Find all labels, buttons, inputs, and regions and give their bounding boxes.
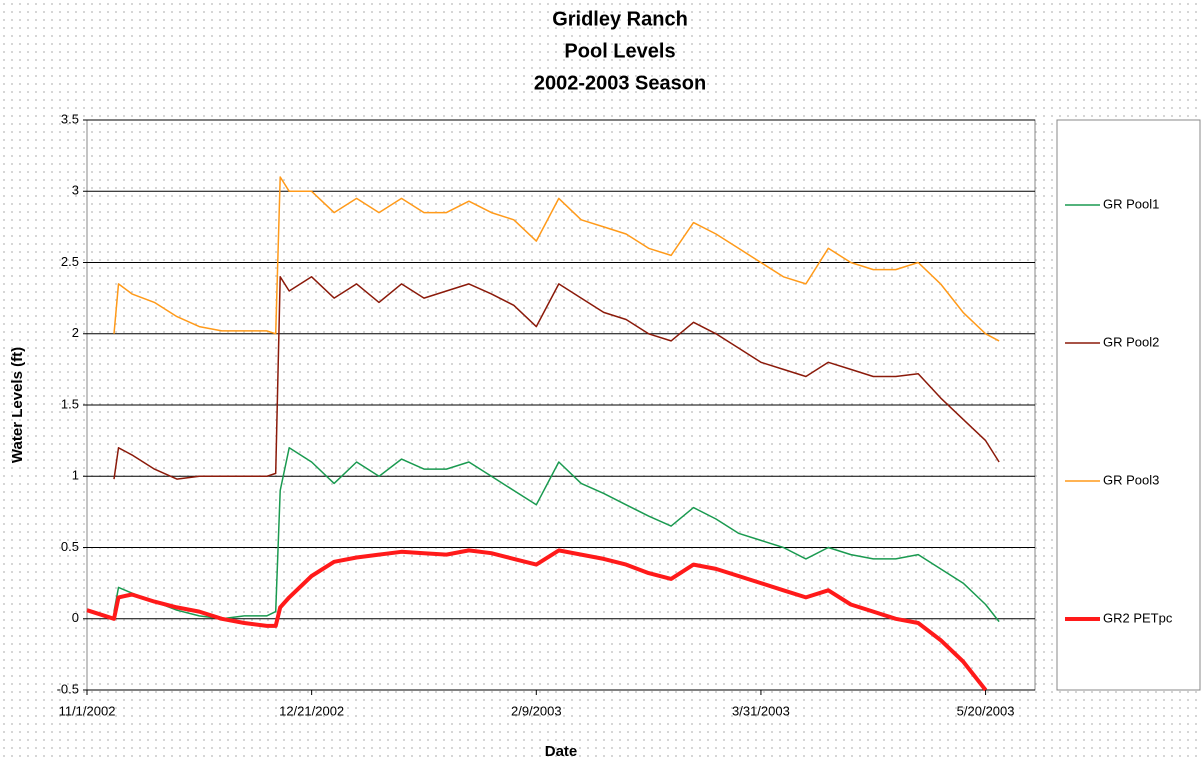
legend-label: GR Pool2 — [1103, 334, 1159, 349]
legend-box — [1056, 119, 1201, 691]
x-tick-label: 12/21/2002 — [279, 703, 344, 718]
y-tick-label: 3.5 — [61, 111, 79, 126]
legend-label: GR2 PETpc — [1103, 610, 1173, 625]
y-tick-label: 2.5 — [61, 254, 79, 269]
series-line — [113, 276, 1000, 480]
chart-title: Pool Levels — [564, 40, 675, 62]
x-tick-label: 3/31/2003 — [732, 703, 790, 718]
legend-label: GR Pool1 — [1103, 196, 1159, 211]
y-tick-label: 3 — [72, 183, 79, 198]
legend-label: GR Pool3 — [1103, 472, 1159, 487]
y-axis-title: Water Levels (ft) — [9, 347, 26, 463]
y-tick-label: 2 — [72, 325, 79, 340]
series-line — [113, 447, 1000, 623]
chart-title: Gridley Ranch — [552, 8, 688, 30]
y-tick-label: 1.5 — [61, 396, 79, 411]
x-tick-label: 5/20/2003 — [957, 703, 1015, 718]
x-tick-label: 2/9/2003 — [511, 703, 562, 718]
chart-title: 2002-2003 Season — [534, 72, 706, 94]
x-axis-title: Date — [545, 743, 578, 760]
y-tick-label: 1 — [72, 468, 79, 483]
series-line — [113, 176, 1000, 342]
series-line — [86, 548, 988, 692]
y-tick-label: -0.5 — [57, 681, 79, 696]
x-tick-label: 11/1/2002 — [59, 703, 116, 718]
y-tick-label: 0 — [72, 610, 79, 625]
y-tick-label: 0.5 — [61, 539, 79, 554]
